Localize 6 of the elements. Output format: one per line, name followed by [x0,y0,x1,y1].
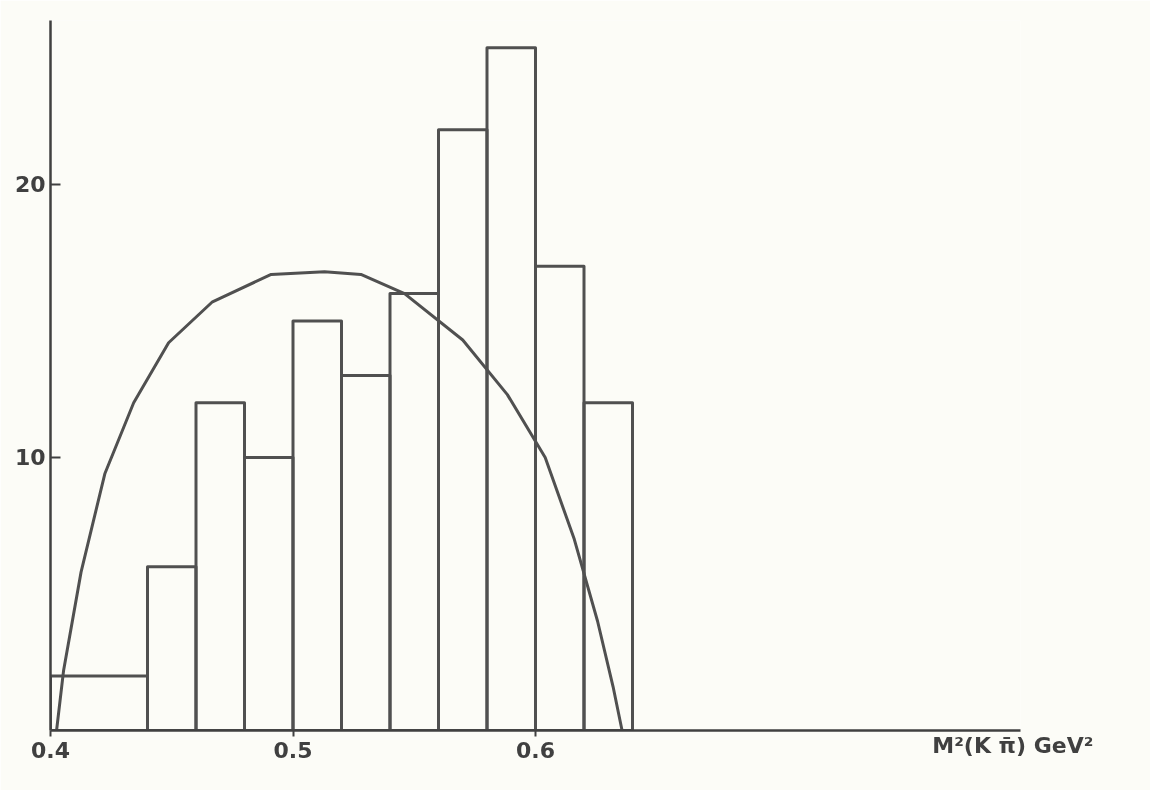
x-tick-label: 0.5 [273,737,313,763]
y-tick-label: 20 [14,172,46,198]
y-tick-label: 10 [14,445,46,471]
x-tick-label: 0.6 [516,737,555,763]
x-tick-label: 0.4 [31,737,70,763]
x-axis-title: M²(K π̄) GeV² [932,732,1094,758]
